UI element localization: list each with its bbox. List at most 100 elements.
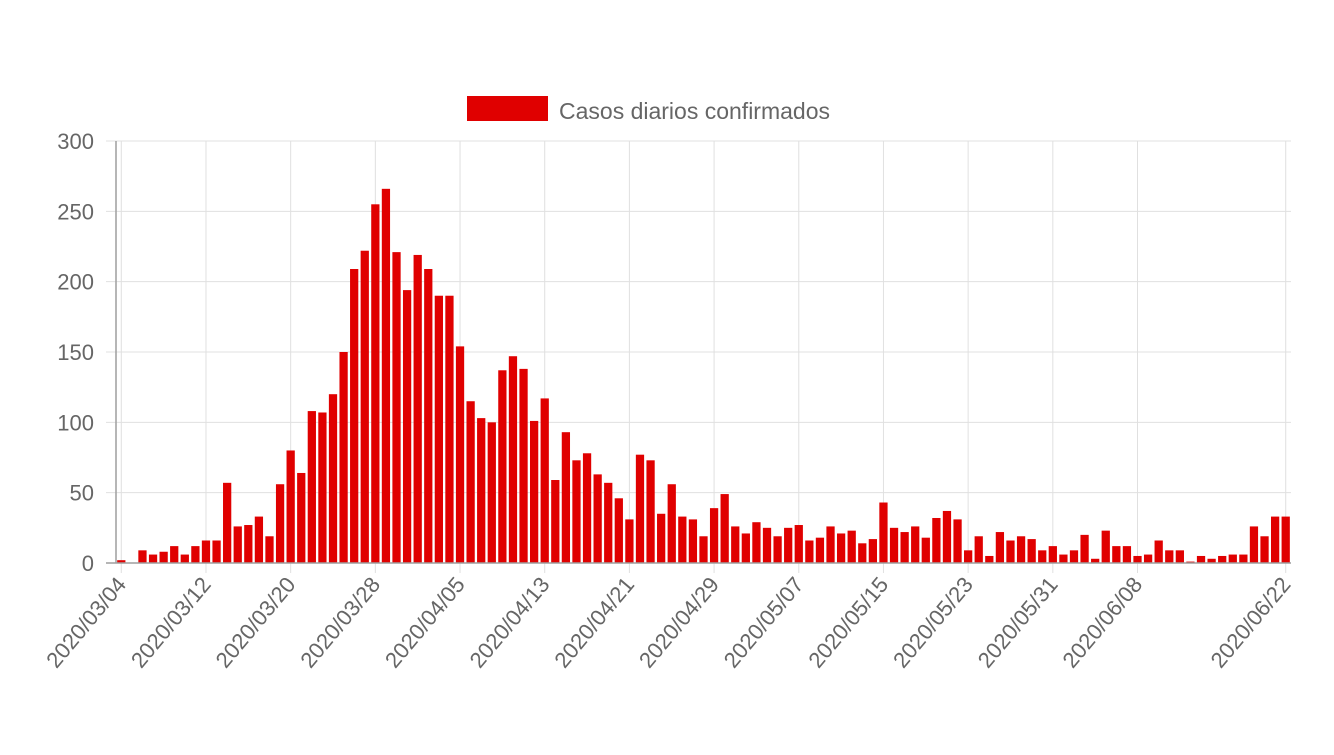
bar[interactable]: [519, 368, 528, 563]
bar[interactable]: [445, 295, 454, 563]
bar[interactable]: [540, 398, 549, 563]
bar[interactable]: [953, 519, 962, 563]
bar[interactable]: [487, 422, 496, 563]
bar[interactable]: [635, 454, 645, 563]
bar[interactable]: [614, 498, 623, 563]
bar[interactable]: [688, 519, 698, 563]
bar[interactable]: [858, 543, 867, 563]
bar[interactable]: [1038, 550, 1047, 563]
bar[interactable]: [413, 254, 422, 563]
bar[interactable]: [1143, 554, 1153, 563]
bar[interactable]: [731, 526, 740, 563]
bar[interactable]: [180, 554, 189, 563]
bar[interactable]: [1270, 516, 1280, 563]
bar[interactable]: [582, 453, 592, 563]
bar[interactable]: [868, 539, 877, 563]
bar[interactable]: [530, 420, 539, 563]
bar[interactable]: [392, 252, 401, 564]
bar[interactable]: [1154, 540, 1163, 563]
bar[interactable]: [1006, 540, 1015, 563]
bar[interactable]: [275, 484, 285, 563]
bar[interactable]: [1027, 539, 1036, 563]
bar[interactable]: [762, 527, 772, 563]
bar[interactable]: [170, 546, 179, 563]
bar[interactable]: [466, 401, 475, 563]
bar[interactable]: [942, 510, 952, 563]
bar[interactable]: [434, 295, 443, 563]
bar[interactable]: [646, 460, 655, 563]
bar[interactable]: [815, 537, 825, 563]
bar[interactable]: [720, 494, 729, 563]
bar[interactable]: [709, 508, 719, 563]
bar[interactable]: [593, 474, 602, 563]
bar[interactable]: [498, 370, 507, 563]
bar[interactable]: [1048, 546, 1057, 563]
bar[interactable]: [138, 550, 147, 563]
bar[interactable]: [964, 550, 973, 563]
bar[interactable]: [794, 525, 803, 563]
bar[interactable]: [350, 269, 359, 563]
bar[interactable]: [307, 411, 316, 563]
bar[interactable]: [699, 536, 708, 563]
bar[interactable]: [201, 540, 211, 563]
bar[interactable]: [1207, 558, 1216, 563]
bar[interactable]: [1281, 516, 1290, 563]
bar[interactable]: [1091, 558, 1100, 563]
bar[interactable]: [223, 482, 232, 563]
bar[interactable]: [847, 530, 856, 563]
bar[interactable]: [212, 540, 221, 563]
bar[interactable]: [244, 525, 253, 563]
bar[interactable]: [921, 537, 930, 563]
bar[interactable]: [1260, 536, 1269, 563]
bar[interactable]: [1218, 555, 1227, 563]
bar[interactable]: [1101, 530, 1110, 563]
bar[interactable]: [1133, 555, 1142, 563]
bar[interactable]: [297, 472, 306, 563]
bar[interactable]: [1069, 550, 1079, 563]
bar[interactable]: [159, 551, 168, 563]
bar[interactable]: [371, 204, 380, 564]
bar[interactable]: [974, 536, 983, 563]
bar[interactable]: [773, 536, 782, 563]
bar[interactable]: [1165, 550, 1174, 563]
bar[interactable]: [900, 532, 909, 563]
bar[interactable]: [1196, 555, 1206, 563]
bar[interactable]: [148, 554, 158, 563]
legend[interactable]: Casos diarios confirmados: [467, 96, 830, 124]
bar[interactable]: [879, 502, 888, 563]
bar[interactable]: [360, 250, 369, 563]
bar[interactable]: [678, 516, 687, 563]
bar[interactable]: [836, 533, 846, 563]
bar[interactable]: [1080, 534, 1089, 563]
bar[interactable]: [551, 480, 560, 563]
bar[interactable]: [1175, 550, 1184, 563]
bar[interactable]: [1016, 536, 1026, 563]
bar[interactable]: [455, 346, 465, 563]
bar[interactable]: [985, 555, 994, 563]
bar[interactable]: [254, 516, 264, 563]
bar[interactable]: [233, 526, 242, 563]
bar[interactable]: [741, 533, 750, 563]
bar[interactable]: [1059, 554, 1068, 563]
bar[interactable]: [805, 540, 814, 563]
bar[interactable]: [1112, 546, 1121, 563]
bar[interactable]: [381, 188, 391, 563]
bar[interactable]: [402, 290, 412, 563]
bar[interactable]: [191, 546, 200, 563]
bar[interactable]: [572, 460, 581, 563]
bar[interactable]: [995, 532, 1005, 563]
bar[interactable]: [889, 527, 899, 563]
bar[interactable]: [1228, 554, 1237, 563]
bar[interactable]: [117, 560, 126, 563]
bar[interactable]: [286, 450, 295, 563]
bar[interactable]: [932, 517, 941, 563]
bar[interactable]: [826, 526, 835, 563]
bar[interactable]: [561, 432, 571, 563]
bar[interactable]: [1122, 546, 1132, 563]
bar[interactable]: [339, 352, 348, 563]
bar[interactable]: [625, 519, 634, 563]
bar[interactable]: [265, 536, 274, 563]
bar[interactable]: [604, 482, 613, 563]
bar[interactable]: [1239, 554, 1248, 563]
bar[interactable]: [477, 418, 486, 563]
